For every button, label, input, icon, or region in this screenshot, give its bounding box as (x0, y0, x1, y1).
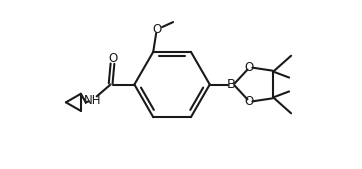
Text: B: B (227, 78, 236, 91)
Text: O: O (245, 95, 254, 108)
Text: O: O (152, 22, 162, 35)
Text: O: O (108, 52, 117, 65)
Text: NH: NH (84, 94, 101, 107)
Text: O: O (245, 61, 254, 74)
